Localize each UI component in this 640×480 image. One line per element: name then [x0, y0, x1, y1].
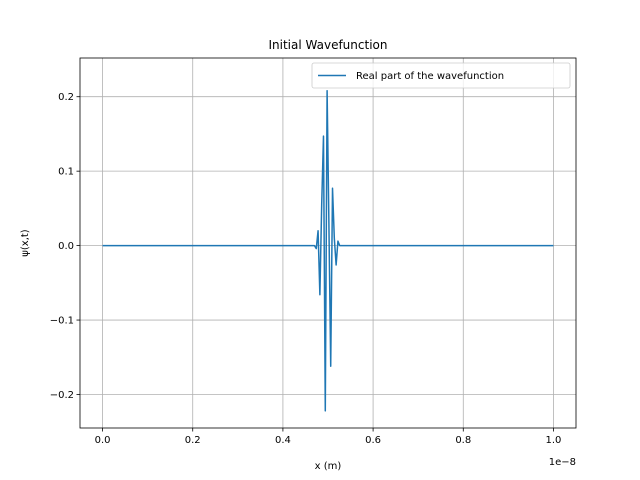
legend: Real part of the wavefunction — [311, 62, 571, 89]
chart-title: Initial Wavefunction — [269, 38, 388, 52]
y-tick-label: −0.2 — [50, 390, 74, 401]
x-tick-label: 0.0 — [95, 435, 111, 446]
series-line-real-part — [102, 90, 554, 412]
y-axis-label: ψ(x,t) — [20, 229, 31, 257]
legend-label: Real part of the wavefunction — [356, 71, 504, 82]
axis-ticks: 0.0 0.2 0.4 0.6 0.8 1.0 −0.2 −0.1 0.0 0.1 0.2 — [50, 92, 562, 446]
x-offset-label: 1e−8 — [549, 457, 576, 468]
x-axis-label: x (m) — [315, 461, 342, 472]
y-tick-label: −0.1 — [50, 316, 74, 327]
legend-box — [311, 62, 571, 89]
y-tick-label: 0.1 — [58, 167, 74, 178]
x-tick-label: 0.2 — [185, 435, 201, 446]
y-tick-label: 0.2 — [58, 92, 74, 103]
plot-frame — [79, 57, 577, 429]
x-tick-label: 0.4 — [275, 435, 291, 446]
x-tick-label: 1.0 — [546, 435, 562, 446]
y-tick-label: 0.0 — [58, 241, 74, 252]
x-tick-label: 0.8 — [455, 435, 471, 446]
series-lines — [102, 90, 554, 412]
x-tick-label: 0.6 — [365, 435, 381, 446]
